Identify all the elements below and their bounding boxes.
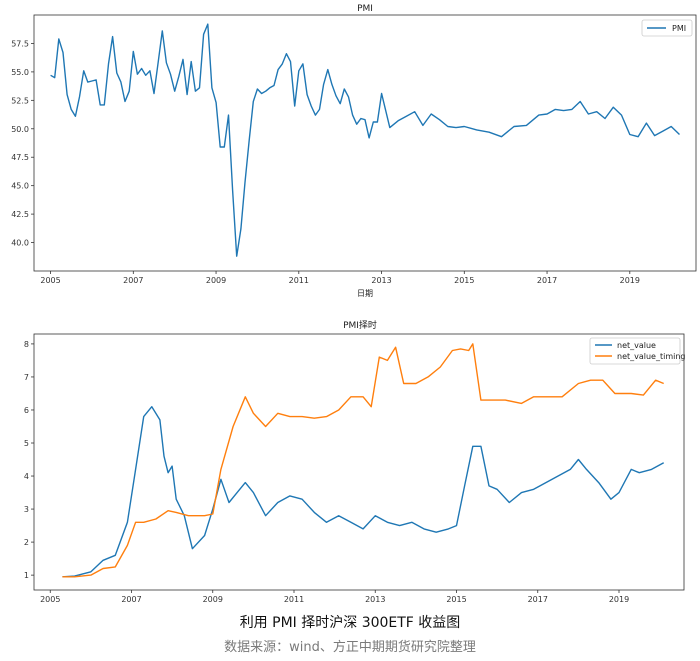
chart2-legend: net_value net_value_timing — [589, 337, 686, 365]
chart1-legend-label-pmi: PMI — [672, 24, 686, 33]
chart2-ytick-label: 6 — [24, 406, 29, 415]
chart1-series-pmi — [50, 23, 680, 257]
chart1-xtick-label: 2013 — [371, 276, 391, 285]
chart1-xtick-label: 2007 — [123, 276, 143, 285]
chart1-lines — [50, 23, 680, 257]
figure-caption-source: 数据来源：wind、方正中期期货研究院整理 — [224, 640, 476, 655]
chart1-xtick-label: 2017 — [537, 276, 557, 285]
chart2-yticks: 1 2 3 4 5 6 7 8 — [24, 340, 34, 580]
chart1-ytick-label: 52.5 — [11, 96, 29, 105]
chart1-yticks: 40.0 42.5 45.0 47.5 50.0 52.5 55.0 57.5 — [11, 39, 34, 248]
chart2-plot-area — [33, 333, 685, 591]
chart1-ytick-label: 55.0 — [11, 68, 29, 77]
chart1-legend: PMI — [641, 19, 693, 37]
chart1-xtick-label: 2019 — [620, 276, 640, 285]
chart1-xtick-label: 2005 — [40, 276, 60, 285]
chart1: PMI 日期 2005 2007 2009 2011 2013 2015 2017 2019 … — [11, 4, 697, 298]
chart1-xtick-label: 2011 — [289, 276, 309, 285]
chart1-ytick-label: 42.5 — [11, 210, 29, 219]
chart2-xtick-label: 2005 — [40, 595, 60, 604]
chart2-lines — [62, 343, 665, 578]
chart2: PMI择时 2005 2007 2009 2011 2013 2015 2017 2019 1… — [24, 319, 686, 604]
chart2-xtick-label: 2011 — [284, 595, 304, 604]
chart1-xtick-label: 2015 — [454, 276, 474, 285]
chart2-xtick-label: 2009 — [203, 595, 223, 604]
chart1-xlabel: 日期 — [357, 289, 373, 298]
chart1-ytick-label: 47.5 — [11, 153, 29, 162]
chart1-xticks: 2005 2007 2009 2011 2013 2015 2017 2019 — [40, 271, 640, 285]
chart2-ytick-label: 2 — [24, 538, 29, 547]
chart2-xtick-label: 2013 — [365, 595, 385, 604]
chart2-xticks: 2005 2007 2009 2011 2013 2015 2017 2019 — [40, 590, 629, 604]
chart2-series-net-value-timing — [62, 343, 664, 578]
chart2-title: PMI择时 — [343, 319, 377, 331]
chart1-ytick-label: 50.0 — [11, 125, 29, 134]
chart2-series-net-value — [62, 406, 665, 578]
chart2-ytick-label: 4 — [24, 472, 29, 481]
chart1-ytick-label: 40.0 — [11, 239, 29, 248]
chart2-ytick-label: 8 — [24, 340, 29, 349]
chart2-xtick-label: 2019 — [609, 595, 629, 604]
chart1-ytick-label: 57.5 — [11, 39, 29, 48]
chart2-legend-box — [589, 337, 681, 365]
chart1-title: PMI — [357, 4, 373, 14]
chart1-legend-box — [641, 19, 693, 37]
chart2-ytick-label: 3 — [24, 505, 29, 514]
chart1-ytick-label: 45.0 — [11, 182, 29, 191]
chart1-xtick-label: 2009 — [206, 276, 226, 285]
chart2-legend-label-net-value: net_value — [617, 341, 656, 350]
chart2-legend-label-net-value-timing: net_value_timing — [617, 352, 686, 361]
chart2-xtick-label: 2007 — [121, 595, 141, 604]
chart2-xtick-label: 2015 — [446, 595, 466, 604]
figure-caption-title: 利用 PMI 择时沪深 300ETF 收益图 — [239, 615, 461, 631]
chart2-ytick-label: 5 — [24, 439, 29, 448]
chart1-plot-area — [33, 14, 697, 272]
chart2-ytick-label: 7 — [24, 373, 29, 382]
chart2-xtick-label: 2017 — [528, 595, 548, 604]
chart2-ytick-label: 1 — [24, 571, 29, 580]
